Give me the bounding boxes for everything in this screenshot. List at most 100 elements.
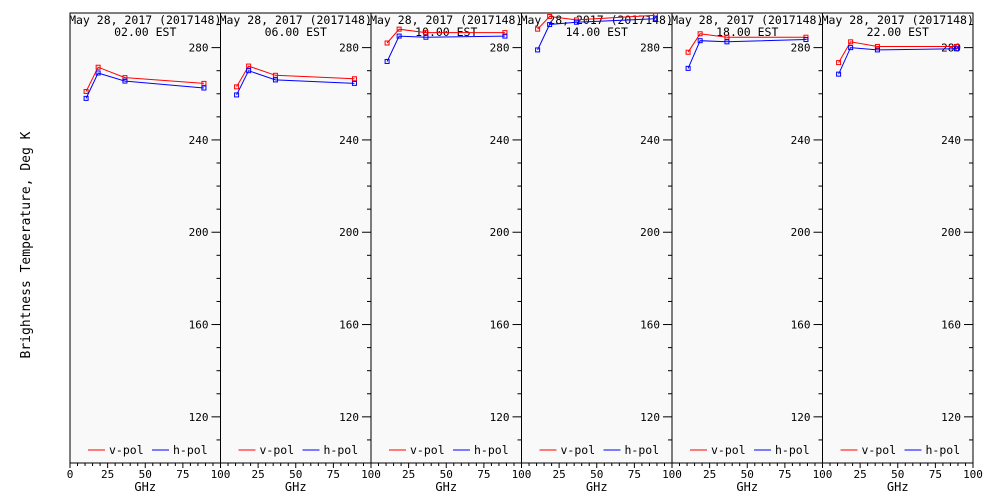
- y-tick-label: 280: [791, 42, 811, 55]
- x-axis-label: GHz: [285, 480, 307, 494]
- panel-6: May 28, 2017 (2017148)22.00 EST 120 160 200…: [822, 12, 983, 494]
- y-tick-label: 160: [339, 319, 359, 332]
- data-point-v-pol: [652, 12, 658, 18]
- data-point-h-pol: [685, 65, 691, 71]
- legend-label-v-pol: v-pol: [410, 443, 445, 457]
- data-point-h-pol: [953, 46, 959, 52]
- y-tick-label: 160: [189, 319, 209, 332]
- series-line-v-pol: [236, 65, 355, 88]
- legend-label-h-pol: h-pol: [625, 443, 660, 457]
- data-point-h-pol: [396, 33, 402, 39]
- legend-label-v-pol: v-pol: [711, 443, 746, 457]
- y-tick-label: 120: [791, 411, 811, 424]
- panel-subtitle: 06.00 EST: [265, 25, 327, 39]
- panel-1: May 28, 2017 (2017148)02.00 EST 120 160 200…: [67, 12, 230, 494]
- panel-frame: [521, 12, 673, 464]
- x-tick-label: 100: [662, 468, 682, 481]
- y-tick-label: 200: [189, 226, 209, 239]
- x-tick-label: 75: [778, 468, 791, 481]
- y-tick-label: 280: [339, 42, 359, 55]
- x-tick-label: 75: [477, 468, 490, 481]
- data-point-v-pol: [535, 26, 541, 32]
- x-tick-label: 50: [590, 468, 603, 481]
- x-tick-label: 100: [361, 468, 381, 481]
- y-tick-label: 120: [339, 411, 359, 424]
- x-tick-label: 75: [327, 468, 340, 481]
- series-line-v-pol: [85, 66, 204, 92]
- x-tick-label: 75: [628, 468, 641, 481]
- data-point-h-pol: [384, 58, 390, 64]
- y-tick-label: 200: [640, 226, 660, 239]
- panel-2: May 28, 2017 (2017148)06.00 EST 120 160 200…: [220, 12, 381, 494]
- data-point-h-pol: [547, 22, 553, 28]
- panel-frame: [671, 12, 823, 464]
- panels: May 28, 2017 (2017148) 02.00 EST 120 160 200…: [67, 12, 983, 494]
- legend-label-h-pol: h-pol: [173, 443, 208, 457]
- legend-label-v-pol: v-pol: [260, 443, 295, 457]
- series-line-h-pol: [85, 72, 204, 99]
- x-tick-label: 75: [929, 468, 942, 481]
- y-tick-label: 160: [791, 319, 811, 332]
- panel-5: May 28, 2017 (2017148)18.00 EST 120 160 200…: [671, 12, 832, 494]
- y-tick-label: 120: [640, 411, 660, 424]
- y-tick-label: 120: [189, 411, 209, 424]
- data-point-h-pol: [535, 47, 541, 53]
- data-point-v-pol: [95, 64, 101, 70]
- series-line-v-pol: [537, 14, 656, 30]
- data-point-h-pol: [246, 68, 252, 74]
- x-tick-label: 100: [512, 468, 532, 481]
- data-point-v-pol: [724, 34, 730, 40]
- legend-label-v-pol: v-pol: [561, 443, 596, 457]
- panel-title: May 28, 2017 (2017148): [370, 13, 522, 27]
- y-tick-label: 160: [941, 319, 961, 332]
- series-line-v-pol: [838, 41, 957, 63]
- data-point-v-pol: [547, 13, 553, 19]
- x-tick-label: 25: [252, 468, 265, 481]
- x-tick-label: 75: [176, 468, 189, 481]
- x-axis-label: GHz: [736, 480, 758, 494]
- panel-title: May 28, 2017 (2017148): [220, 13, 372, 27]
- data-point-v-pol: [272, 72, 278, 78]
- panel-subtitle: 10.00 EST: [415, 25, 477, 39]
- y-tick-label: 240: [490, 134, 510, 147]
- y-tick-label: 240: [339, 134, 359, 147]
- x-tick-label: 25: [553, 468, 566, 481]
- y-tick-label: 240: [941, 134, 961, 147]
- data-point-h-pol: [83, 95, 89, 101]
- data-point-h-pol: [95, 70, 101, 76]
- y-tick-label: 200: [490, 226, 510, 239]
- data-point-v-pol: [83, 88, 89, 94]
- data-point-v-pol: [848, 39, 854, 45]
- data-point-h-pol: [652, 16, 658, 22]
- data-point-h-pol: [234, 92, 240, 98]
- x-tick-label: 25: [854, 468, 867, 481]
- data-point-v-pol: [122, 75, 128, 81]
- legend-label-h-pol: h-pol: [775, 443, 810, 457]
- series-line-h-pol: [537, 18, 656, 51]
- y-tick-label: 120: [490, 411, 510, 424]
- data-point-v-pol: [234, 84, 240, 90]
- series-line-v-pol: [386, 28, 505, 44]
- y-tick-label: 160: [640, 319, 660, 332]
- data-point-h-pol: [122, 78, 128, 84]
- x-tick-label: 0: [67, 468, 74, 481]
- x-tick-label: 50: [741, 468, 754, 481]
- data-point-h-pol: [848, 45, 854, 51]
- series-line-h-pol: [838, 47, 957, 75]
- series-line-h-pol: [687, 39, 806, 69]
- data-point-v-pol: [697, 31, 703, 37]
- legend-label-h-pol: h-pol: [324, 443, 359, 457]
- panel-frame: [69, 12, 221, 464]
- series-line-h-pol: [236, 70, 355, 96]
- x-tick-label: 25: [101, 468, 114, 481]
- panel-subtitle: 02.00 EST: [114, 25, 176, 39]
- data-point-v-pol: [502, 30, 508, 36]
- data-point-h-pol: [351, 80, 357, 86]
- data-point-v-pol: [874, 43, 880, 49]
- y-tick-label: 120: [941, 411, 961, 424]
- y-tick-label: 280: [189, 42, 209, 55]
- y-tick-label: 200: [339, 226, 359, 239]
- y-tick-label: 240: [640, 134, 660, 147]
- panel-title: May 28, 2017 (2017148): [822, 13, 974, 27]
